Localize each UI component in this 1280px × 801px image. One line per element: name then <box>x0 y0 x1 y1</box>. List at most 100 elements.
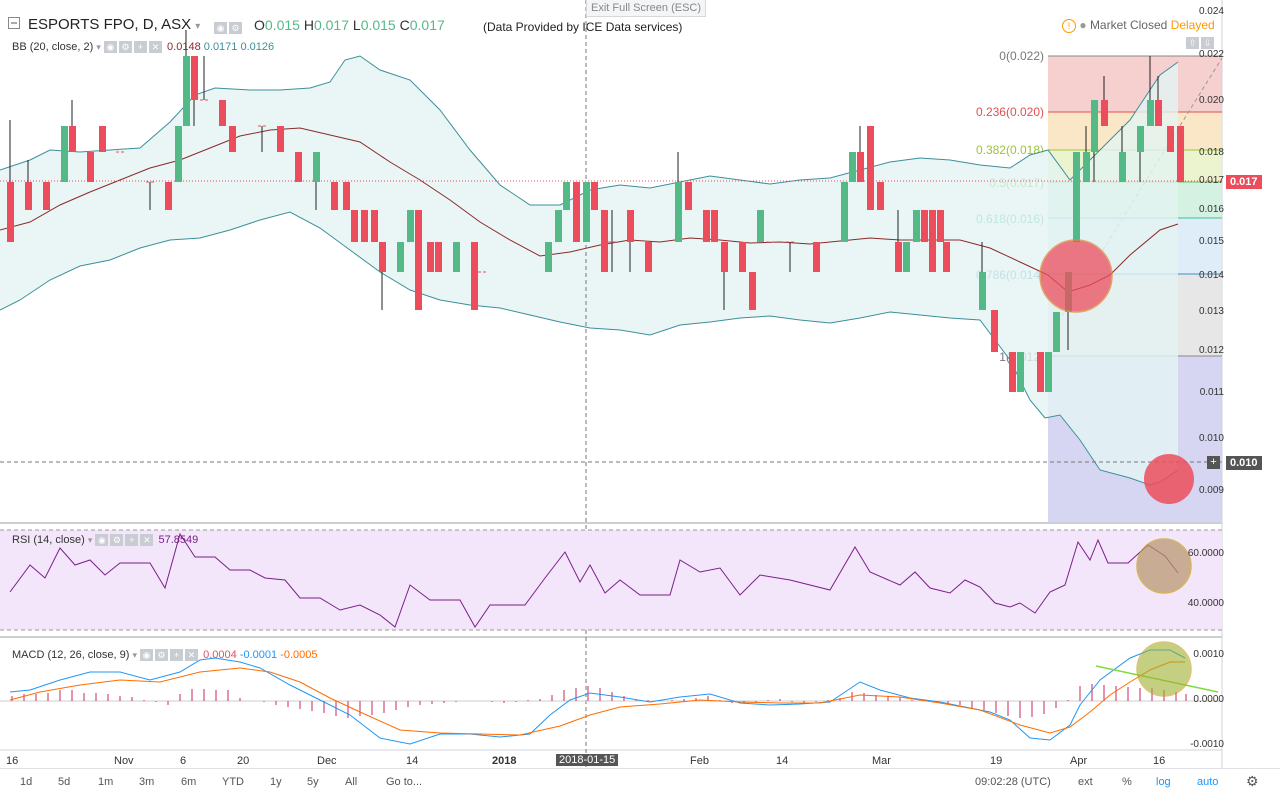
eye-icon[interactable]: ◉ <box>95 534 109 547</box>
low-label: L <box>352 17 361 33</box>
candle-up <box>1091 100 1098 152</box>
low-value: 0.015 <box>360 17 396 33</box>
chevron-down-icon[interactable]: ▾ <box>195 21 201 32</box>
range-button-ytd[interactable]: YTD <box>222 776 244 788</box>
macd-tick-label: -0.0010 <box>1190 739 1224 750</box>
rsi-tick-label: 60.0000 <box>1187 548 1224 559</box>
gear-icon[interactable]: ⚙ <box>1246 773 1259 789</box>
range-button-5y[interactable]: 5y <box>307 776 319 788</box>
chevron-down-icon[interactable]: ▾ <box>132 650 137 660</box>
goto-button[interactable]: Go to... <box>386 776 423 788</box>
plus-icon[interactable]: + <box>125 534 139 547</box>
candle-up <box>407 210 414 242</box>
add-alert-plus-icon[interactable]: + <box>1207 456 1220 469</box>
candle-down <box>351 210 358 242</box>
close-icon[interactable]: ✕ <box>140 534 154 547</box>
macd-line-value: -0.0001 <box>239 649 278 661</box>
macd-signal-line <box>9 661 1185 736</box>
candle-up <box>1083 152 1090 182</box>
percent-button[interactable]: % <box>1122 776 1132 788</box>
high-label: H <box>303 17 314 33</box>
eye-icon[interactable]: ◉ <box>140 649 154 662</box>
collapse-icon[interactable] <box>8 16 20 34</box>
candle-down <box>739 242 746 272</box>
candle-up <box>903 242 910 272</box>
candle-up <box>1053 312 1060 352</box>
candle-down <box>229 126 236 152</box>
candle-down <box>721 242 728 272</box>
exit-fullscreen-button[interactable]: Exit Full Screen (ESC) <box>586 0 706 17</box>
macd-hist-value: 0.0004 <box>203 649 237 661</box>
eye-icon[interactable]: ◉ <box>103 41 117 54</box>
candle-down <box>877 182 884 210</box>
fib-zone <box>1048 56 1222 112</box>
arrow-up-icon[interactable]: ⇧ <box>1186 36 1199 49</box>
highlight-circle <box>1136 538 1192 594</box>
date-tick-label: Apr <box>1070 755 1088 767</box>
bb-legend[interactable]: BB (20, close, 2) ▾ ◉ ⚙ + ✕ 0.0148 0.0171 0… <box>12 41 275 54</box>
close-icon[interactable]: ✕ <box>185 649 199 662</box>
cursor-price-badge: 0.010 <box>1226 456 1262 470</box>
price-tick-label: 0.010 <box>1198 433 1224 444</box>
range-button-5d[interactable]: 5d <box>58 776 71 788</box>
gear-icon[interactable]: ⚙ <box>155 649 169 662</box>
candle-down <box>703 210 710 242</box>
bb-lower-value: 0.0126 <box>240 41 275 53</box>
rsi-label: RSI (14, close) <box>12 534 85 546</box>
plus-icon[interactable]: + <box>133 41 147 54</box>
plus-icon[interactable]: + <box>170 649 184 662</box>
range-button-3m[interactable]: 3m <box>139 776 155 788</box>
bb-fill <box>0 56 1178 485</box>
price-tick-label: 0.024 <box>1198 6 1224 17</box>
close-icon[interactable]: ✕ <box>148 41 162 54</box>
bb-label: BB (20, close, 2) <box>12 41 94 53</box>
candle-up <box>183 56 190 126</box>
log-button[interactable]: log <box>1156 776 1171 788</box>
alert-icon[interactable]: ! <box>1062 19 1076 33</box>
candle-down <box>7 182 14 242</box>
candle-up <box>175 126 182 182</box>
candle-down <box>69 126 76 152</box>
eye-icon[interactable]: ◉ <box>214 21 227 34</box>
delayed-label: Delayed <box>1170 18 1215 32</box>
macd-legend[interactable]: MACD (12, 26, close, 9) ▾ ◉ ⚙ + ✕ 0.0004 -0… <box>12 649 318 662</box>
range-button-1m[interactable]: 1m <box>98 776 114 788</box>
ext-button[interactable]: ext <box>1078 776 1093 788</box>
gear-icon[interactable]: ⚙ <box>229 21 242 34</box>
last-price-badge: 0.017 <box>1226 175 1262 189</box>
auto-button[interactable]: auto <box>1197 776 1219 788</box>
candle-down <box>711 210 718 242</box>
macd-line <box>9 649 1186 745</box>
high-value: 0.017 <box>313 17 349 33</box>
candle-down <box>857 152 864 182</box>
price-tick-label: 0.011 <box>1199 387 1224 398</box>
arrow-down-icon[interactable]: ⇩ <box>1201 36 1214 49</box>
candle-down <box>627 210 634 242</box>
candle-down <box>685 182 692 210</box>
symbol-title[interactable]: ESPORTS FPO, D, ASX ▾ <box>28 16 200 33</box>
range-button-1d[interactable]: 1d <box>20 776 33 788</box>
candle-down <box>43 182 50 210</box>
rsi-legend[interactable]: RSI (14, close) ▾ ◉ ⚙ + ✕ 57.8549 <box>12 534 198 547</box>
gear-icon[interactable]: ⚙ <box>118 41 132 54</box>
range-button-6m[interactable]: 6m <box>181 776 197 788</box>
ohlc-values: O0.015 H0.017 L0.015 C0.017 <box>254 17 445 33</box>
candle-up <box>757 210 764 242</box>
candle-up <box>841 182 848 242</box>
candle-down <box>427 242 434 272</box>
candle-up <box>1017 352 1024 392</box>
range-button-1y[interactable]: 1y <box>270 776 282 788</box>
candle-down <box>361 210 368 242</box>
market-closed-label: Market Closed <box>1089 18 1168 32</box>
candle-down <box>415 210 422 310</box>
gear-icon[interactable]: ⚙ <box>110 534 124 547</box>
candle-up <box>583 182 590 242</box>
chevron-down-icon[interactable]: ▾ <box>87 535 93 545</box>
chevron-down-icon[interactable]: ▾ <box>96 42 101 52</box>
range-button-all[interactable]: All <box>345 776 358 788</box>
candle-down <box>25 182 32 210</box>
candle-down <box>943 242 950 272</box>
price-tick-label: 0.020 <box>1198 95 1224 106</box>
candle-down <box>471 242 478 310</box>
